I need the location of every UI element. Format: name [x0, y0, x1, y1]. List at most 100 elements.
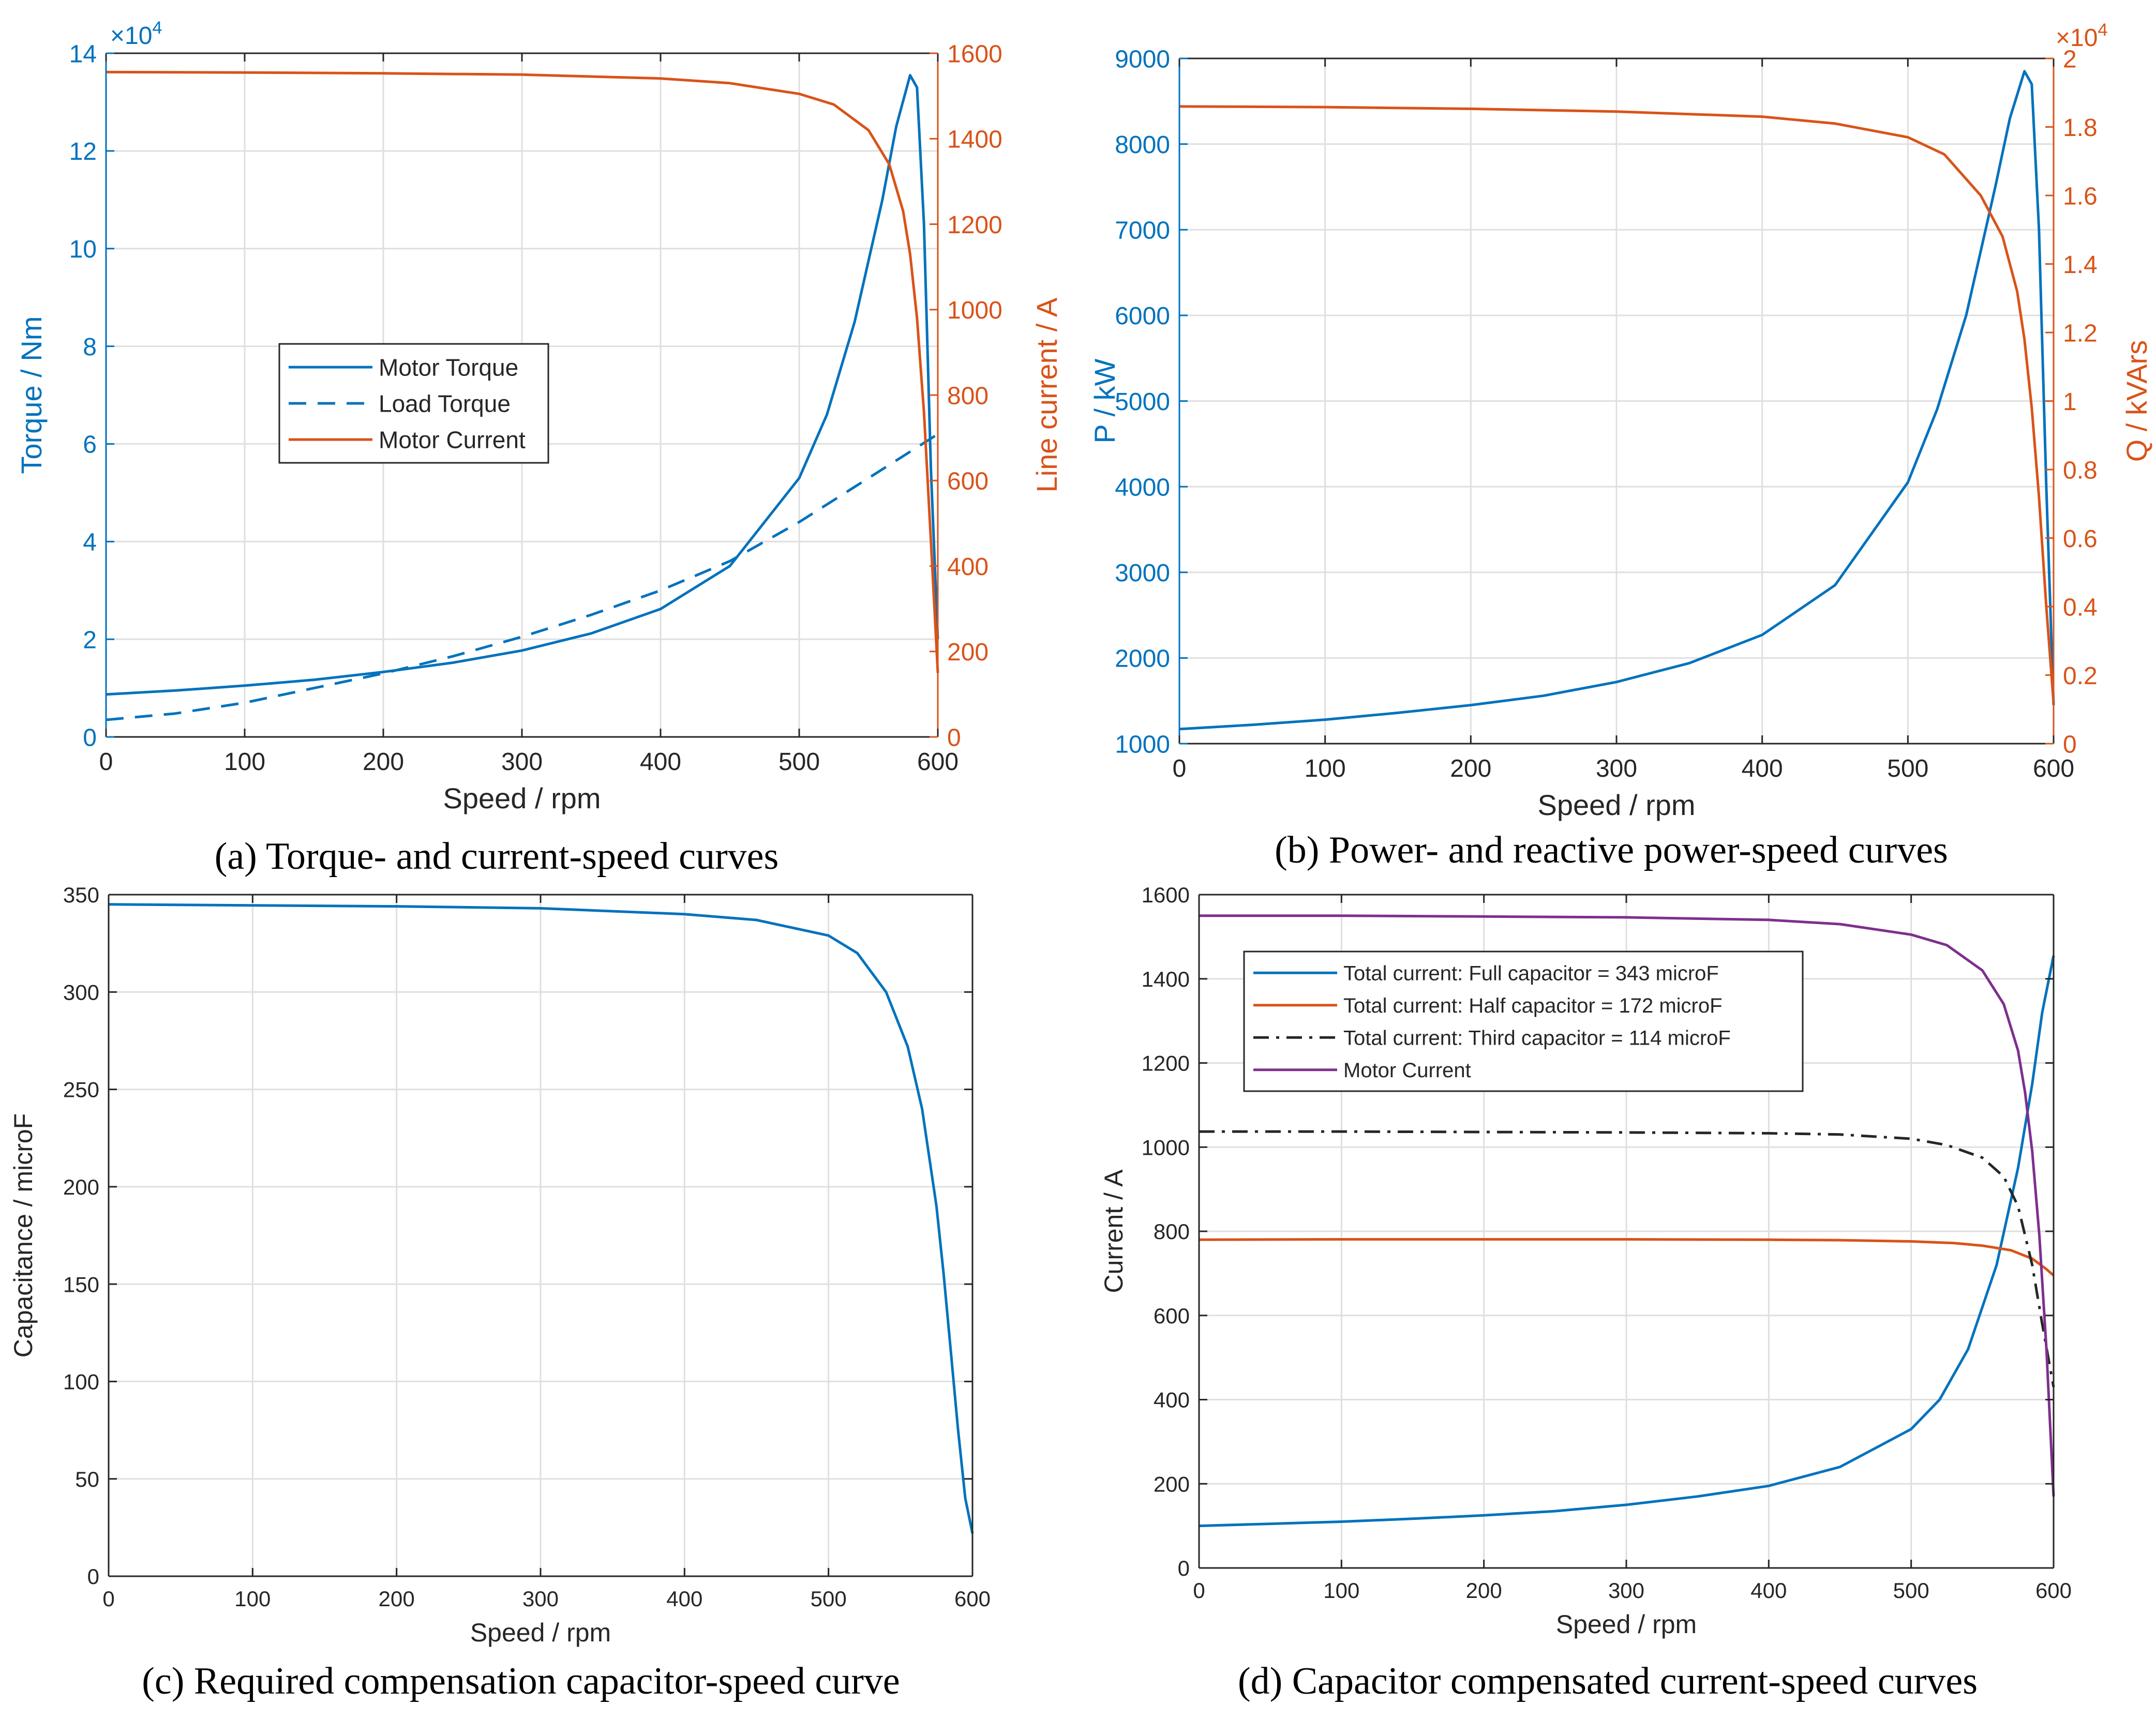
legend-label: Motor Current	[1343, 1059, 1471, 1082]
x-tick-label: 200	[379, 1587, 415, 1611]
x-tick-label: 600	[954, 1587, 991, 1611]
y-tick-label: 4	[83, 529, 97, 556]
y-tick-label: 9000	[1115, 46, 1170, 73]
legend: Total current: Full capacitor = 343 micr…	[1243, 950, 1804, 1092]
y2-tick-label: 0.8	[2063, 457, 2098, 484]
legend-box	[1243, 950, 1804, 1092]
x-tick-label: 400	[1750, 1578, 1787, 1603]
y-tick-label: 4000	[1115, 474, 1170, 501]
y-tick-label: 8	[83, 334, 97, 361]
figure-caption: (a) Torque- and current-speed curves	[215, 835, 779, 878]
y2-tick-label: 0.4	[2063, 594, 2098, 621]
x-tick-label: 300	[522, 1587, 559, 1611]
chart-c: 0 100 200 300 400 500 600 0 50 100 150 200 250 300 350…	[9, 883, 991, 1702]
legend-label: Motor Current	[379, 427, 526, 454]
y2-tick-label: 0.2	[2063, 662, 2098, 690]
y-tick-label: 1000	[1142, 1135, 1190, 1159]
series-line	[1179, 70, 2055, 731]
y2-tick-label: 600	[947, 468, 989, 495]
y-tick-label: 10	[69, 236, 97, 263]
y-tick-label: 6	[83, 431, 97, 459]
chart-a: 0 100 200 300 400 500 600024681012140200400600…	[15, 18, 1063, 878]
series-line	[108, 903, 974, 1534]
x-tick-label: 200	[363, 748, 404, 776]
x-tick-label: 600	[2035, 1578, 2072, 1603]
legend-label: Load Torque	[379, 390, 511, 417]
legend-label: Total current: Half capacitor = 172 micr…	[1343, 994, 1723, 1017]
y2-tick-label: 1.8	[2063, 114, 2098, 142]
figure-caption: (d) Capacitor compensated current-speed …	[1238, 1660, 1978, 1702]
series-line	[1179, 105, 2055, 703]
legend-label: Total current: Third capacitor = 114 mic…	[1343, 1027, 1731, 1050]
y-tick-label: 8000	[1115, 131, 1170, 159]
y-axis-label: P / kW	[1088, 358, 1121, 443]
y-axis-label: Current / A	[1099, 1169, 1128, 1293]
y-tick-label: 200	[63, 1175, 99, 1199]
x-tick-label: 100	[224, 748, 265, 776]
x-tick-label: 400	[666, 1587, 702, 1611]
y-tick-label: 100	[63, 1370, 99, 1394]
legend: Motor Torque Load Torque Motor Current	[278, 343, 549, 464]
y2-tick-label: 1400	[947, 126, 1002, 154]
y-tick-label: 150	[63, 1272, 99, 1296]
x-tick-label: 600	[2033, 755, 2074, 782]
y-tick-label: 300	[63, 980, 99, 1004]
x-tick-label: 100	[234, 1587, 271, 1611]
y2-exponent-power: 4	[2098, 20, 2107, 40]
y2-tick-label: 0	[2063, 731, 2077, 758]
legend-label: Motor Torque	[379, 354, 518, 381]
x-tick-label: 0	[102, 1587, 114, 1611]
y2-tick-label: 1200	[947, 212, 1002, 239]
y-tick-label: 0	[87, 1564, 99, 1589]
x-tick-label: 600	[917, 748, 959, 776]
y-tick-label: 2000	[1115, 645, 1170, 673]
y-axis-label: Torque / Nm	[15, 316, 48, 474]
y2-tick-label: 0	[947, 724, 961, 751]
x-axis-label: Speed / rpm	[1537, 789, 1695, 821]
series-line	[106, 74, 939, 696]
y-tick-label: 2	[83, 626, 97, 654]
y2-axis-label: Q / kVArs	[2120, 340, 2153, 462]
y2-tick-label: 1.4	[2063, 251, 2098, 279]
y-exponent: ×104	[110, 18, 162, 50]
x-tick-label: 100	[1305, 755, 1346, 782]
x-tick-label: 200	[1466, 1578, 1502, 1603]
y-tick-label: 350	[63, 883, 99, 907]
y-exponent-power: 4	[152, 18, 162, 38]
x-tick-label: 500	[1887, 755, 1928, 782]
x-tick-label: 400	[1742, 755, 1783, 782]
x-tick-label: 400	[640, 748, 681, 776]
y-tick-label: 800	[1154, 1219, 1190, 1244]
y-tick-label: 7000	[1115, 217, 1170, 245]
y-tick-label: 1400	[1142, 967, 1190, 991]
y2-tick-label: 1	[2063, 388, 2077, 416]
y-tick-label: 14	[69, 40, 97, 68]
x-tick-label: 300	[1596, 755, 1637, 782]
x-tick-label: 300	[501, 748, 543, 776]
y-tick-label: 0	[1178, 1556, 1190, 1580]
y-tick-label: 200	[1154, 1472, 1190, 1496]
y-tick-label: 0	[83, 724, 97, 751]
y-tick-label: 3000	[1115, 560, 1170, 587]
y-tick-label: 6000	[1115, 303, 1170, 330]
x-axis-label: Speed / rpm	[443, 782, 601, 814]
y-tick-label: 600	[1154, 1304, 1190, 1328]
y-axis-label: Capacitance / microF	[9, 1113, 38, 1357]
y2-tick-label: 1000	[947, 297, 1002, 324]
series-line	[106, 433, 939, 721]
x-tick-label: 0	[99, 748, 113, 776]
y2-tick-label: 1.2	[2063, 320, 2098, 347]
y2-axis-label: Line current / A	[1030, 297, 1063, 492]
y-tick-label: 1600	[1142, 883, 1190, 907]
y-tick-label: 12	[69, 138, 97, 165]
figure-caption: (c) Required compensation capacitor-spee…	[142, 1660, 900, 1702]
y2-tick-label: 1.6	[2063, 183, 2098, 210]
y2-exponent: ×104	[2056, 20, 2108, 52]
x-tick-label: 100	[1323, 1578, 1359, 1603]
chart-b: 0 100 200 300 400 500 600 1000 2000 3000 4000 5000 6…	[1088, 20, 2153, 871]
x-axis-label: Speed / rpm	[1556, 1610, 1697, 1639]
x-tick-label: 200	[1450, 755, 1491, 782]
x-tick-label: 500	[1893, 1578, 1929, 1603]
figure-caption: (b) Power- and reactive power-speed curv…	[1275, 829, 1948, 871]
